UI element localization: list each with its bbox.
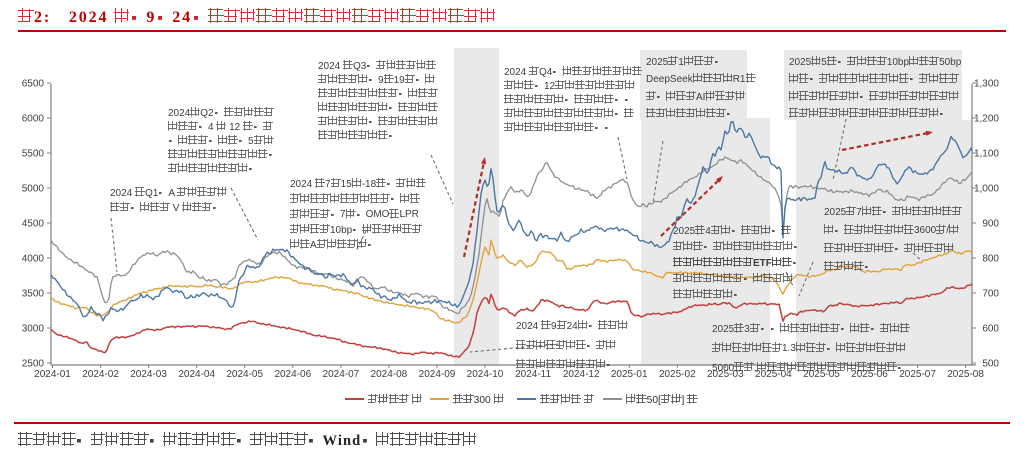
svg-text:2024-02: 2024-02 xyxy=(82,369,119,380)
svg-text:6500: 6500 xyxy=(22,79,45,90)
svg-text:2024-09: 2024-09 xyxy=(419,369,456,380)
svg-text:1,100: 1,100 xyxy=(974,149,999,160)
svg-text:500: 500 xyxy=(982,359,999,370)
svg-text:2025-04: 2025-04 xyxy=(755,369,792,380)
svg-text:2024-03: 2024-03 xyxy=(130,369,167,380)
svg-text:1,200: 1,200 xyxy=(974,114,999,125)
svg-text:5500: 5500 xyxy=(22,149,45,160)
svg-text:2025-01: 2025-01 xyxy=(611,369,648,380)
svg-text:2024-08: 2024-08 xyxy=(371,369,408,380)
svg-text:4000: 4000 xyxy=(22,254,45,265)
svg-text:2025-05: 2025-05 xyxy=(803,369,840,380)
svg-text:2024-04: 2024-04 xyxy=(178,369,215,380)
svg-text:2024-11: 2024-11 xyxy=(515,369,551,380)
svg-text:2024-12: 2024-12 xyxy=(563,369,600,380)
svg-text:900: 900 xyxy=(982,219,999,230)
svg-text:2024-01: 2024-01 xyxy=(34,369,71,380)
svg-text:2025-03: 2025-03 xyxy=(707,369,744,380)
svg-text:2024-10: 2024-10 xyxy=(467,369,504,380)
svg-text:2025-08: 2025-08 xyxy=(947,369,984,380)
svg-text:3000: 3000 xyxy=(22,324,45,335)
svg-text:1,000: 1,000 xyxy=(974,184,999,195)
svg-text:5000: 5000 xyxy=(22,184,45,195)
svg-text:2025-02: 2025-02 xyxy=(659,369,696,380)
svg-text:700: 700 xyxy=(982,289,999,300)
svg-text:800: 800 xyxy=(982,254,999,265)
svg-text:2025-07: 2025-07 xyxy=(899,369,936,380)
svg-text:2024-05: 2024-05 xyxy=(226,369,263,380)
svg-text:2500: 2500 xyxy=(22,359,45,370)
svg-text:1,300: 1,300 xyxy=(974,79,999,90)
svg-text:2024-06: 2024-06 xyxy=(274,369,311,380)
svg-text:4500: 4500 xyxy=(22,219,45,230)
svg-text:2024-07: 2024-07 xyxy=(323,369,360,380)
svg-text:2025-06: 2025-06 xyxy=(851,369,888,380)
svg-text:600: 600 xyxy=(982,324,999,335)
svg-text:3500: 3500 xyxy=(22,289,45,300)
svg-text:6000: 6000 xyxy=(22,114,45,125)
